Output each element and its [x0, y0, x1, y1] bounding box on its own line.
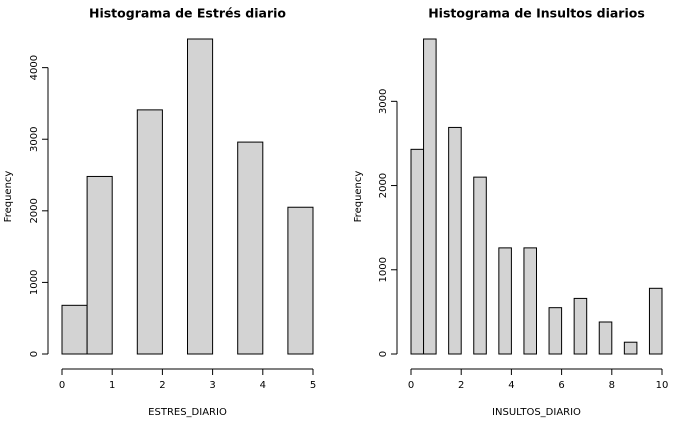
y-tick-label: 3000	[378, 89, 389, 114]
bar	[523, 247, 538, 355]
bar	[623, 341, 638, 355]
x-tick-label: 10	[656, 380, 669, 391]
bar	[648, 287, 663, 355]
y-axis-label: Frequency	[353, 171, 364, 223]
bar	[136, 109, 163, 355]
y-tick-label: 4000	[29, 55, 40, 80]
y-tick-label: 3000	[29, 127, 40, 152]
y-tick-label: 0	[29, 351, 40, 357]
x-tick-label: 8	[609, 380, 615, 391]
y-tick-label: 1000	[29, 270, 40, 295]
bar	[448, 126, 462, 355]
bar	[410, 148, 425, 355]
bar	[423, 38, 437, 355]
chart-title: Histograma de Insultos diarios	[428, 6, 645, 21]
x-tick-label: 0	[59, 380, 65, 391]
bar	[61, 304, 88, 355]
x-tick-label: 2	[458, 380, 464, 391]
y-tick-label: 2000	[29, 198, 40, 223]
bar	[548, 307, 563, 355]
bar	[287, 206, 314, 355]
y-tick-label: 1000	[378, 257, 389, 282]
bar	[237, 141, 264, 355]
x-tick-label: 6	[558, 380, 564, 391]
x-tick-label: 4	[508, 380, 514, 391]
x-axis-label: ESTRES_DIARIO	[148, 407, 227, 418]
x-tick-label: 1	[109, 380, 115, 391]
chart-title: Histograma de Estrés diario	[89, 6, 286, 21]
x-tick-label: 5	[310, 380, 316, 391]
bar	[86, 175, 113, 355]
y-axis-label: Frequency	[3, 171, 14, 223]
y-tick-label: 2000	[378, 173, 389, 198]
x-tick-label: 3	[209, 380, 215, 391]
x-axis-label: INSULTOS_DIARIO	[492, 407, 581, 418]
bar	[187, 38, 214, 355]
y-tick-label: 0	[378, 351, 389, 357]
x-tick-label: 0	[408, 380, 414, 391]
bar	[573, 297, 588, 355]
x-tick-label: 4	[260, 380, 266, 391]
bar	[498, 247, 512, 355]
bar	[473, 176, 487, 355]
x-tick-label: 2	[159, 380, 165, 391]
bar	[598, 321, 613, 355]
